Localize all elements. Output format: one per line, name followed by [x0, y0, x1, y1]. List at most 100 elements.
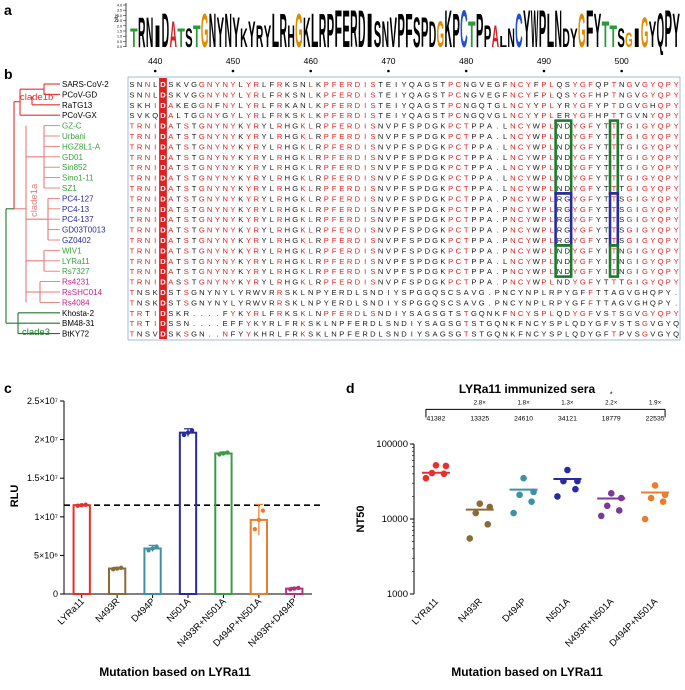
residue: Y — [573, 163, 578, 172]
residue: T — [176, 236, 181, 245]
bar-ytick-label: 0 — [53, 589, 58, 599]
residue: G — [432, 153, 438, 162]
residue: N — [510, 267, 515, 276]
residue: I — [364, 236, 366, 245]
residue: P — [324, 205, 329, 214]
residue: Y — [674, 142, 679, 151]
residue: P — [541, 184, 546, 193]
logo-letter: Y — [649, 13, 657, 55]
residue: R — [347, 174, 353, 183]
residue: S — [370, 236, 375, 245]
bar-point — [217, 452, 222, 457]
residue: D — [565, 174, 571, 183]
residue: N — [207, 101, 212, 110]
residue: A — [168, 236, 174, 245]
residue: N — [145, 194, 150, 203]
residue: D — [355, 267, 361, 276]
residue: G — [292, 246, 298, 255]
residue: P — [448, 174, 453, 183]
residue: K — [293, 288, 298, 297]
residue: F — [332, 267, 337, 276]
residue: R — [565, 111, 571, 120]
residue: G — [432, 122, 438, 131]
residue: N — [222, 122, 227, 131]
residue: F — [588, 246, 593, 255]
logo-letter: D — [562, 23, 570, 53]
residue: R — [254, 246, 260, 255]
residue: K — [300, 153, 305, 162]
residue: G — [222, 111, 228, 120]
residue: Y — [230, 278, 235, 287]
residue: R — [347, 90, 353, 99]
residue: D — [160, 226, 166, 235]
residue: F — [503, 90, 508, 99]
scatter-point — [516, 491, 523, 499]
residue: T — [192, 153, 197, 162]
residue: G — [642, 153, 648, 162]
residue: R — [254, 122, 260, 131]
residue: . — [488, 288, 490, 297]
residue: C — [518, 215, 524, 224]
residue: T — [441, 90, 446, 99]
residue: T — [441, 111, 446, 120]
residue: C — [456, 90, 462, 99]
residue: P — [541, 142, 546, 151]
residue: I — [636, 246, 638, 255]
sequence-name: RaTG13 — [62, 101, 93, 110]
residue: W — [533, 163, 541, 172]
residue: F — [402, 142, 407, 151]
residue: L — [270, 132, 274, 141]
residue: D — [160, 246, 166, 255]
residue: Y — [238, 298, 243, 307]
residue: G — [627, 132, 633, 141]
residue: N — [510, 278, 515, 287]
residue: P — [417, 215, 422, 224]
residue: T — [192, 184, 197, 193]
residue: P — [479, 153, 484, 162]
residue: R — [277, 288, 283, 297]
residue: Y — [573, 153, 578, 162]
residue: C — [518, 267, 524, 276]
logo-letter: A — [169, 13, 177, 55]
residue: G — [292, 236, 298, 245]
residue: W — [533, 278, 541, 287]
residue: T — [145, 319, 150, 328]
residue: S — [184, 330, 189, 339]
residue: L — [239, 111, 243, 120]
residue: R — [254, 153, 260, 162]
residue: R — [316, 205, 322, 214]
residue: G — [199, 163, 205, 172]
residue: C — [456, 267, 462, 276]
residue: N — [145, 153, 150, 162]
residue: P — [448, 267, 453, 276]
residue: C — [518, 309, 524, 318]
logo-letter: Q — [657, 5, 665, 55]
residue: Y — [596, 236, 601, 245]
residue: H — [285, 153, 290, 162]
residue: T — [130, 153, 135, 162]
residue: G — [642, 194, 648, 203]
bar-point — [83, 502, 88, 507]
residue: T — [596, 298, 601, 307]
residue: V — [386, 215, 392, 224]
residue: P — [417, 153, 422, 162]
logo-letter: V — [389, 9, 397, 55]
residue: G — [627, 309, 633, 318]
residue: G — [627, 278, 633, 287]
residue: G — [199, 90, 205, 99]
residue: N — [463, 90, 468, 99]
residue: Q — [658, 215, 664, 224]
residue: C — [456, 174, 462, 183]
residue: R — [347, 226, 353, 235]
residue: P — [541, 205, 546, 214]
residue: T — [464, 122, 469, 131]
residue: G — [199, 267, 205, 276]
residue: K — [238, 142, 243, 151]
residue: S — [425, 330, 430, 339]
residue: N — [137, 80, 142, 89]
residue: P — [666, 111, 671, 120]
residue: Y — [262, 278, 267, 287]
residue: K — [440, 236, 445, 245]
residue: T — [612, 163, 617, 172]
residue: L — [309, 236, 313, 245]
